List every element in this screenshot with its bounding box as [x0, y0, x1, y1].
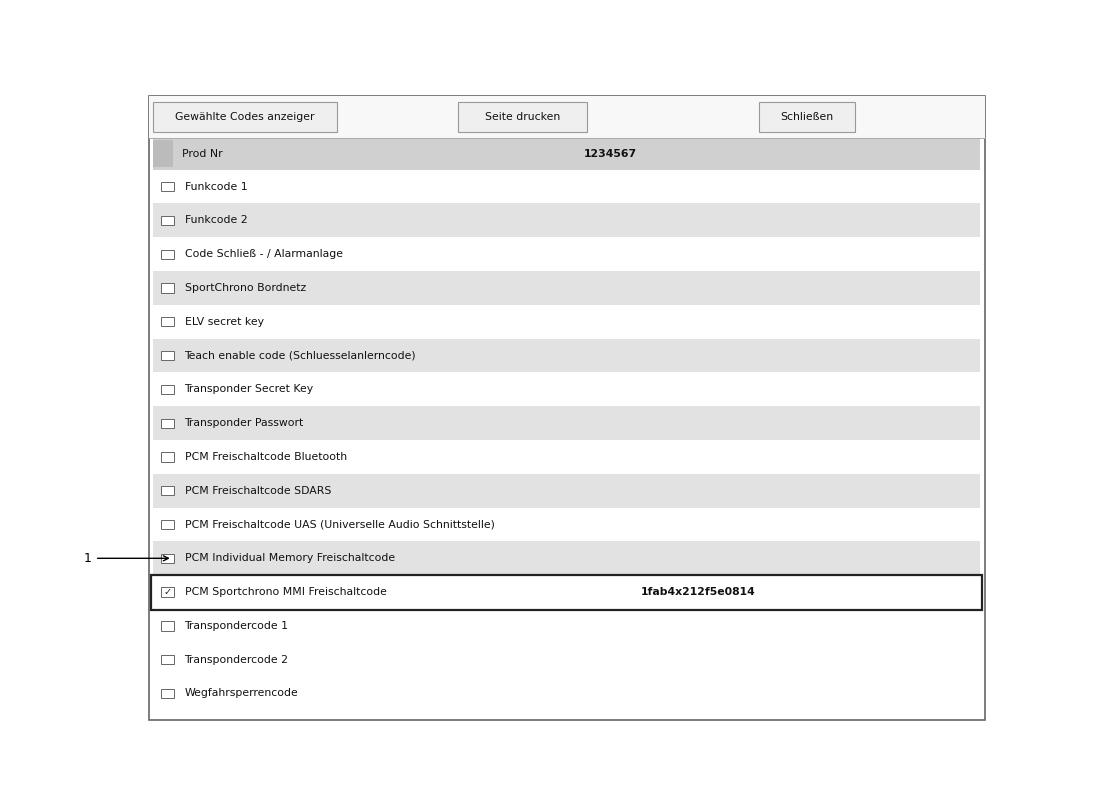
- Ellipse shape: [446, 408, 544, 456]
- Bar: [153, 508, 980, 542]
- Text: Funkcode 2: Funkcode 2: [185, 215, 248, 226]
- Text: Wegfahrsperrencode: Wegfahrsperrencode: [185, 689, 298, 698]
- Text: Prod Nr: Prod Nr: [182, 149, 222, 158]
- Text: PCM Freischaltcode Bluetooth: PCM Freischaltcode Bluetooth: [185, 452, 346, 462]
- Text: 1234567: 1234567: [584, 149, 637, 158]
- Bar: [161, 250, 174, 258]
- Bar: [153, 338, 980, 373]
- Bar: [161, 587, 174, 597]
- Bar: [161, 655, 174, 664]
- Bar: [153, 575, 980, 609]
- Bar: [148, 96, 984, 720]
- Bar: [161, 622, 174, 630]
- Bar: [153, 170, 980, 203]
- Bar: [458, 102, 587, 132]
- Bar: [153, 406, 980, 440]
- Bar: [161, 317, 174, 326]
- Bar: [153, 138, 980, 170]
- Bar: [161, 283, 174, 293]
- Bar: [153, 440, 980, 474]
- Bar: [153, 474, 980, 508]
- Bar: [161, 689, 174, 698]
- Bar: [161, 385, 174, 394]
- Text: a passion for parts since 1985: a passion for parts since 1985: [573, 565, 857, 683]
- Bar: [153, 643, 980, 677]
- Bar: [759, 102, 855, 132]
- Bar: [161, 216, 174, 225]
- Bar: [153, 305, 980, 338]
- Text: SportChrono Bordnetz: SportChrono Bordnetz: [185, 283, 306, 293]
- Text: Funkcode 1: Funkcode 1: [185, 182, 248, 191]
- Bar: [153, 203, 980, 238]
- Bar: [153, 271, 980, 305]
- Text: PCM Freischaltcode UAS (Universelle Audio Schnittstelle): PCM Freischaltcode UAS (Universelle Audi…: [185, 519, 494, 530]
- Text: 1: 1: [84, 552, 168, 565]
- Ellipse shape: [484, 280, 726, 376]
- Bar: [161, 351, 174, 360]
- Bar: [161, 418, 174, 428]
- Text: Transpondercode 1: Transpondercode 1: [185, 621, 288, 631]
- Bar: [161, 182, 174, 191]
- Text: PCM Sportchrono MMI Freischaltcode: PCM Sportchrono MMI Freischaltcode: [185, 587, 386, 597]
- Text: Transpondercode 2: Transpondercode 2: [185, 654, 288, 665]
- Ellipse shape: [720, 408, 820, 456]
- Text: Schließen: Schließen: [780, 112, 834, 122]
- Text: Transponder Secret Key: Transponder Secret Key: [185, 384, 314, 394]
- Text: Teach enable code (Schluesselanlerncode): Teach enable code (Schluesselanlerncode): [185, 350, 416, 361]
- Bar: [153, 140, 173, 167]
- Bar: [161, 554, 174, 563]
- Text: ELV secret key: ELV secret key: [185, 317, 264, 326]
- Bar: [151, 575, 982, 610]
- Bar: [148, 96, 984, 138]
- Text: 1fab4x212f5e0814: 1fab4x212f5e0814: [641, 587, 756, 597]
- Ellipse shape: [374, 296, 902, 472]
- Text: Gewählte Codes anzeiger: Gewählte Codes anzeiger: [175, 112, 315, 122]
- Text: PCM Individual Memory Freischaltcode: PCM Individual Memory Freischaltcode: [185, 554, 395, 563]
- Text: Transponder Passwort: Transponder Passwort: [185, 418, 304, 428]
- Bar: [153, 677, 980, 710]
- Text: Code Schließ - / Alarmanlage: Code Schließ - / Alarmanlage: [185, 249, 342, 259]
- Bar: [153, 609, 980, 643]
- Bar: [153, 238, 980, 271]
- Text: ✓: ✓: [163, 587, 172, 597]
- Bar: [153, 542, 980, 575]
- Bar: [161, 486, 174, 495]
- Text: PCM Freischaltcode SDARS: PCM Freischaltcode SDARS: [185, 486, 331, 496]
- Bar: [153, 373, 980, 406]
- Bar: [161, 520, 174, 529]
- Bar: [161, 452, 174, 462]
- Bar: [153, 102, 337, 132]
- Text: Seite drucken: Seite drucken: [485, 112, 560, 122]
